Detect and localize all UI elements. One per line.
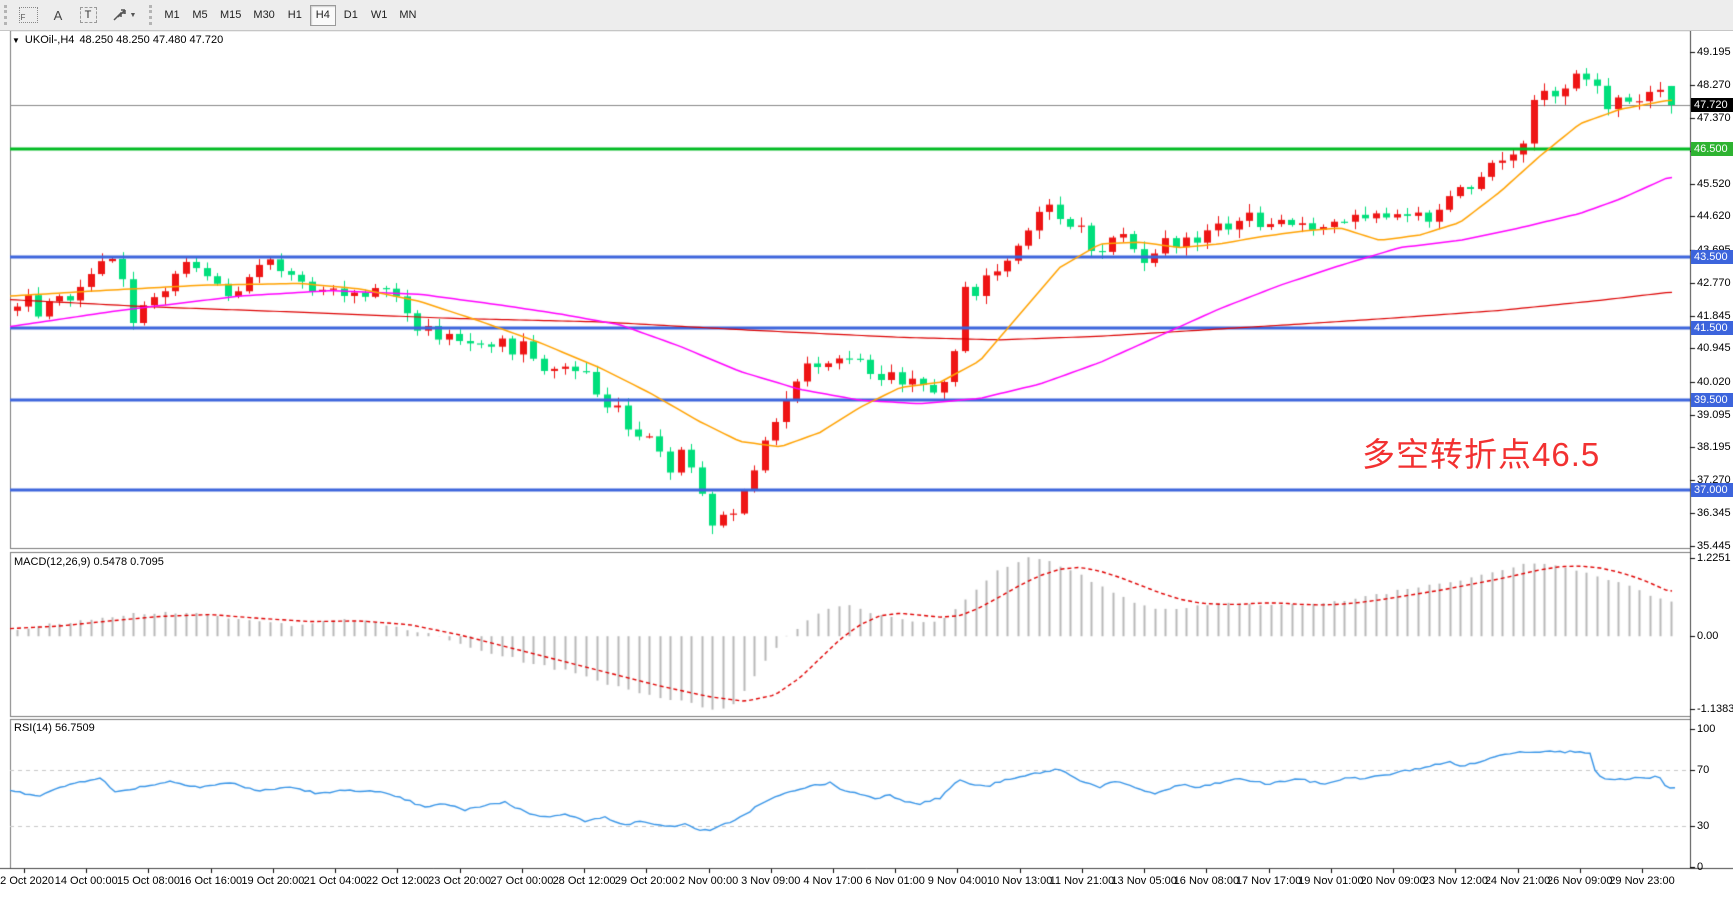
collapse-triangle-icon: ▼ xyxy=(12,35,20,45)
time-axis-label: 24 Nov 21:00 xyxy=(1484,875,1551,887)
time-axis-label: 10 Nov 13:00 xyxy=(986,875,1053,887)
time-axis-label: 4 Nov 17:00 xyxy=(803,875,863,887)
time-axis-label: 16 Oct 16:00 xyxy=(179,875,243,887)
rsi-tick-label: 70 xyxy=(1697,764,1710,777)
rsi-label: RSI(14) 56.7509 xyxy=(14,722,95,734)
time-axis-label: 23 Oct 20:00 xyxy=(428,875,492,887)
toolbar: F A T ▼ M1 M5 M15 M30 H1 H4 D1 W1 MN xyxy=(0,0,1733,31)
price-marker-47.720: 47.720 xyxy=(1691,98,1733,112)
chart-title-row: ▼ UKOil-,H4 48.250 48.250 47.480 47.720 xyxy=(12,34,223,46)
timeframe-button-h1[interactable]: H1 xyxy=(282,5,308,26)
timeframe-button-m1[interactable]: M1 xyxy=(159,5,185,26)
price-tick-label: 35.445 xyxy=(1697,539,1731,552)
rsi-tick-label: 0 xyxy=(1697,861,1704,873)
macd-label: MACD(12,26,9) 0.5478 0.7095 xyxy=(14,556,164,568)
macd-tick-label: 0.00 xyxy=(1697,630,1719,643)
price-marker-43.500: 43.500 xyxy=(1691,249,1733,264)
time-axis-label: 16 Nov 08:00 xyxy=(1173,875,1240,887)
price-tick-label: 45.520 xyxy=(1697,178,1731,190)
time-axis-label: 26 Nov 09:00 xyxy=(1547,875,1613,887)
time-axis-label: 28 Oct 12:00 xyxy=(552,875,616,887)
text-label-glyph: T xyxy=(79,7,97,23)
time-axis-label: 9 Nov 04:00 xyxy=(927,875,988,887)
price-tick-label: 40.945 xyxy=(1697,342,1731,355)
time-axis-label: 13 Nov 05:00 xyxy=(1111,875,1177,887)
grid-f-icon[interactable]: F xyxy=(15,4,41,26)
time-axis-label: 29 Nov 23:00 xyxy=(1609,875,1675,887)
price-tick-label: 48.270 xyxy=(1697,79,1731,92)
timeframe-button-w1[interactable]: W1 xyxy=(366,5,393,26)
toolbar-grip-2 xyxy=(149,5,152,25)
time-axis-label: 29 Oct 20:00 xyxy=(614,875,678,887)
rsi-tick-label: 100 xyxy=(1697,723,1716,735)
toolbar-grip xyxy=(4,5,7,25)
cursor-arrows-icon[interactable]: ▼ xyxy=(105,4,143,26)
timeframe-button-mn[interactable]: MN xyxy=(394,5,421,26)
time-axis-label: 15 Oct 08:00 xyxy=(116,875,180,887)
text-a-icon[interactable]: A xyxy=(45,4,71,26)
chart-window: ▼ UKOil-,H4 48.250 48.250 47.480 47.720 … xyxy=(0,30,1733,898)
chart-canvas[interactable] xyxy=(0,30,1733,898)
ohlc-readout: 48.250 48.250 47.480 47.720 xyxy=(79,34,224,46)
macd-tick-label: 1.2251 xyxy=(1697,552,1731,565)
price-tick-label: 44.620 xyxy=(1697,210,1731,223)
time-axis-label: 27 Oct 00:00 xyxy=(490,875,554,887)
price-tick-label: 41.845 xyxy=(1697,309,1731,322)
time-axis-label: 19 Nov 01:00 xyxy=(1298,875,1364,887)
timeframe-group: M1 M5 M15 M30 H1 H4 D1 W1 MN xyxy=(158,4,422,26)
text-label-icon[interactable]: T xyxy=(75,4,101,26)
time-axis-label: 2 Nov 00:00 xyxy=(678,875,739,887)
price-tick-label: 42.770 xyxy=(1697,276,1731,289)
time-axis-label: 14 Oct 00:00 xyxy=(54,875,118,887)
time-axis-label: 3 Nov 09:00 xyxy=(741,875,801,887)
time-axis-label: 12 Oct 2020 xyxy=(0,875,54,887)
time-axis-label: 17 Nov 17:00 xyxy=(1235,875,1302,887)
timeframe-button-m30[interactable]: M30 xyxy=(248,5,279,26)
time-axis-label: 19 Oct 20:00 xyxy=(241,875,305,887)
price-marker-41.500: 41.500 xyxy=(1691,321,1733,336)
price-tick-label: 39.095 xyxy=(1697,408,1731,421)
grid-f-glyph: F xyxy=(18,7,38,23)
price-tick-label: 47.370 xyxy=(1697,111,1731,124)
text-a-glyph: A xyxy=(53,7,63,23)
price-marker-39.500: 39.500 xyxy=(1691,393,1733,408)
price-tick-label: 36.345 xyxy=(1697,507,1731,520)
timeframe-button-h4[interactable]: H4 xyxy=(309,4,336,26)
time-axis-label: 20 Nov 09:00 xyxy=(1360,875,1426,887)
rsi-tick-label: 30 xyxy=(1697,819,1710,832)
arrows-glyph xyxy=(113,9,126,21)
timeframe-button-m5[interactable]: M5 xyxy=(187,5,213,26)
price-marker-46.500: 46.500 xyxy=(1691,141,1733,156)
time-axis-label: 6 Nov 01:00 xyxy=(865,875,925,887)
macd-tick-label: -1.1383 xyxy=(1697,702,1733,715)
time-axis-label: 22 Oct 12:00 xyxy=(365,875,429,887)
price-tick-label: 40.020 xyxy=(1697,375,1731,388)
symbol-title: UKOil-,H4 xyxy=(24,34,75,46)
price-tick-label: 49.195 xyxy=(1697,46,1731,59)
price-tick-label: 38.195 xyxy=(1697,441,1731,454)
chart-annotation-text[interactable]: 多空转折点46.5 xyxy=(1362,436,1601,473)
time-axis-label: 21 Oct 04:00 xyxy=(303,875,367,887)
timeframe-button-m15[interactable]: M15 xyxy=(215,5,246,26)
price-marker-37.000: 37.000 xyxy=(1691,482,1733,497)
time-axis-label: 23 Nov 12:00 xyxy=(1422,875,1489,887)
time-axis-label: 11 Nov 21:00 xyxy=(1049,875,1115,887)
chevron-down-icon: ▼ xyxy=(129,11,137,19)
timeframe-button-d1[interactable]: D1 xyxy=(338,5,364,26)
